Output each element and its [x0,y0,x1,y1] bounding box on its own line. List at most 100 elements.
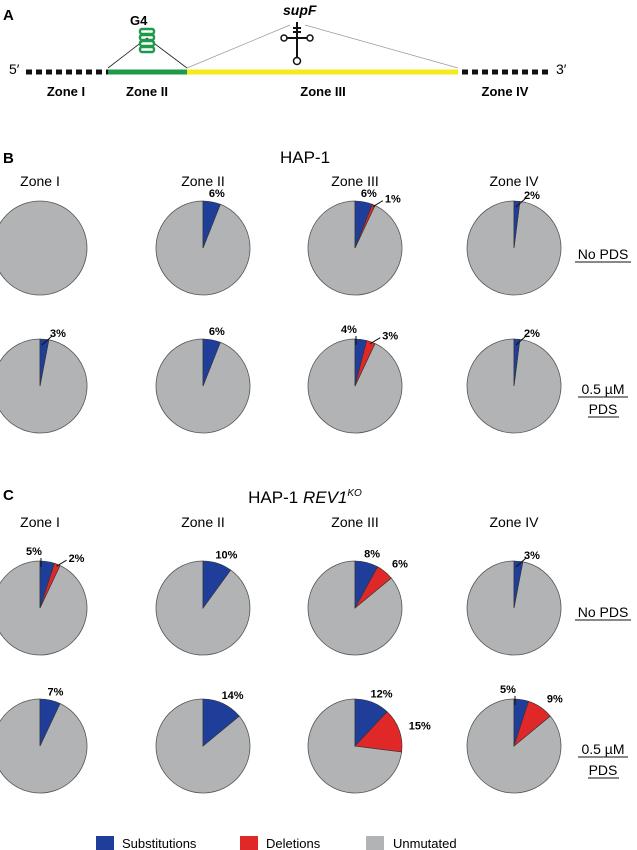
pie-slice-unmutated [0,698,88,794]
pie-label-substitutions: 10% [215,550,237,562]
panel-c-col-4: Zone IV [489,514,539,530]
zone-3-label: Zone III [300,84,346,99]
pie-label-substitutions: 4% [341,324,357,336]
pie-label-deletions: 2% [69,553,85,565]
panel-b-row-1-label: No PDS [578,246,629,262]
legend: Substitutions Deletions Unmutated [96,836,457,850]
pie-p1-r2-c1: 3% [0,328,88,434]
panel-a: A G4 [3,2,567,99]
panel-b-letter: B [3,150,14,167]
pie-slice-substitutions [513,200,521,249]
pie-slice-substitutions [513,338,521,387]
pie-label-leader [56,559,67,567]
pie-slice-deletions [354,340,376,387]
pie-label-substitutions: 6% [361,188,377,200]
pie-label-deletions: 1% [385,194,401,206]
pie-label-leader [41,335,53,346]
pie-label-deletions: 6% [392,559,408,571]
pie-label-substitutions: 8% [364,549,380,561]
pie-label-leader [515,335,527,346]
five-prime-label: 5′ [9,61,20,77]
pie-slice-unmutated [0,338,88,434]
legend-label-unmutated: Unmutated [393,836,457,850]
pie-slice-unmutated [0,200,88,296]
legend-swatch-deletions [240,836,258,850]
pie-p2-r1-c1: 5% 2% [0,546,88,656]
panel-b-col-3: Zone III [331,173,378,189]
panel-c-letter: C [3,487,14,504]
pie-p1-r2-c2: 6% [155,326,251,434]
pie-slice-unmutated [0,560,88,656]
panel-b: B HAP-1 Zone I Zone II Zone III Zone IV … [3,148,631,418]
pie-p1-r1-c1 [0,200,88,296]
panel-c-col-3: Zone III [331,514,378,530]
pie-p2-r2-c4: 5% 9% [466,684,563,794]
panel-c-row-2-label-line-1: 0.5 µM [581,741,624,757]
panel-a-letter: A [3,7,14,24]
panel-c-row-2-label-line-2: PDS [589,762,618,778]
pie-slice-deletions [354,711,403,753]
pie-p1-r2-c4: 2% [466,328,562,434]
pie-label-leader [515,197,527,208]
pie-slice-substitutions [202,560,232,609]
panel-c-row-1-label: No PDS [578,604,629,620]
pie-label-leader [369,337,381,345]
panel-b-col-4: Zone IV [489,173,539,189]
pie-p2-r1-c4: 3% [466,550,562,656]
pie-slice-deletions [513,700,551,747]
pie-label-substitutions: 2% [524,328,540,340]
panel-b-col-1: Zone I [20,173,60,189]
pie-label-substitutions: 14% [222,690,244,702]
legend-label-deletions: Deletions [266,836,321,850]
legend-swatch-unmutated [366,836,384,850]
pie-slice-substitutions [39,698,61,747]
g4-label: G4 [130,13,148,28]
pie-p2-r2-c3: 12% 15% [307,689,431,794]
pie-slice-substitutions [202,200,221,249]
panel-c-title: HAP-1 REV1KO [248,488,362,507]
pie-label-substitutions: 6% [209,326,225,338]
legend-swatch-substitutions [96,836,114,850]
pie-p2-r1-c2: 10% [155,550,251,656]
pie-label-deletions: 3% [382,331,398,343]
pie-label-substitutions: 3% [524,550,540,562]
pie-label-substitutions: 2% [524,190,540,202]
zone-4-label: Zone IV [482,84,529,99]
panel-b-row-2-label-line-2: PDS [589,401,618,417]
pie-label-leader [515,557,527,568]
pie-p2-r1-c3: 8% 6% [307,549,408,656]
pie-p2-r2-c2: 14% [155,690,251,794]
pie-label-substitutions: 3% [50,328,66,340]
supf-label: supF [283,2,317,18]
pie-slice-substitutions [39,338,50,387]
zone-1-label: Zone I [47,84,85,99]
panel-b-col-2: Zone II [181,173,225,189]
panel-c-col-2: Zone II [181,514,225,530]
pie-slice-substitutions [202,338,221,387]
pie-label-substitutions: 5% [500,684,516,696]
pie-slice-substitutions [513,560,524,609]
panel-c: C HAP-1 REV1KO Zone I Zone II Zone III Z… [3,487,631,779]
pie-slice-deletions [39,562,61,609]
pie-slice-substitutions [202,698,240,747]
g4-icon [107,27,188,69]
legend-label-substitutions: Substitutions [122,836,197,850]
panel-b-title: HAP-1 [280,148,330,167]
pie-p2-r2-c1: 7% [0,686,88,794]
pie-p1-r2-c3: 4% 3% [307,324,403,434]
pie-charts: 6% 6% 1% 2%3% 6% 4%3% 2%5%2% 10% 8%6%3%7% 14% 12%1… [0,188,563,794]
trna-icon [186,22,459,69]
three-prime-label: 3′ [556,61,567,77]
pie-label-deletions: 15% [409,720,431,732]
pie-slice-deletions [354,566,392,609]
pie-label-substitutions: 6% [209,188,225,200]
zone-2-label: Zone II [126,84,168,99]
pie-label-substitutions: 5% [26,546,42,558]
pie-label-substitutions: 12% [371,689,393,701]
panel-b-row-2-label-line-1: 0.5 µM [581,381,624,397]
pie-p1-r1-c4: 2% [466,190,562,296]
pie-label-leader [372,200,384,208]
pie-label-deletions: 9% [547,694,563,706]
pie-label-substitutions: 7% [48,686,64,698]
